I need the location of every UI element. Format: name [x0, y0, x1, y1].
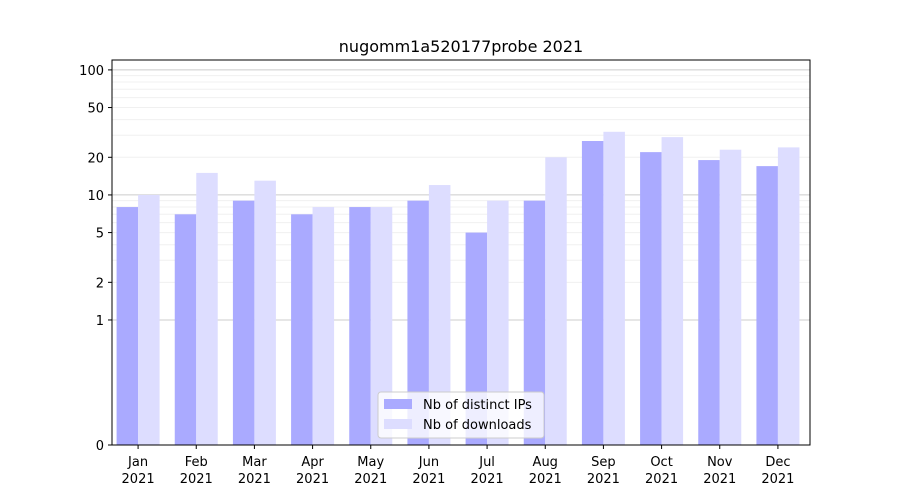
- x-tick-label-month: Aug: [533, 455, 558, 470]
- x-tick-label-year: 2021: [471, 472, 504, 487]
- bar: [312, 207, 335, 445]
- bar: [777, 147, 800, 446]
- legend-swatch: [384, 419, 412, 429]
- legend-label: Nb of distinct IPs: [423, 398, 532, 413]
- grid-layer: [112, 69, 810, 321]
- y-tick-label: 20: [87, 151, 104, 166]
- x-tick-label-year: 2021: [761, 472, 794, 487]
- plot-frame: [111, 59, 811, 446]
- x-tick-label-year: 2021: [529, 472, 562, 487]
- x-tick-label-month: May: [357, 455, 384, 470]
- x-tick-label-year: 2021: [122, 472, 155, 487]
- x-tick-label-year: 2021: [412, 472, 445, 487]
- x-tick-label-month: Feb: [185, 455, 208, 470]
- y-tick-label: 10: [87, 189, 104, 204]
- x-tick-label-month: Nov: [707, 455, 733, 470]
- bar: [254, 180, 276, 445]
- legend-box: [377, 391, 545, 439]
- x-tick-label-month: Jul: [478, 455, 495, 470]
- x-tick-label-year: 2021: [180, 472, 213, 487]
- x-tick-label-year: 2021: [587, 472, 620, 487]
- x-tick-label-month: Sep: [591, 455, 616, 470]
- bar: [138, 194, 160, 445]
- y-axis: 0 1 2 5 10 20 50 100: [79, 64, 112, 454]
- x-tick-label-month: Apr: [301, 455, 324, 470]
- bar: [116, 207, 139, 445]
- bar: [581, 140, 604, 445]
- legend: Nb of distinct IPs Nb of downloads: [377, 391, 545, 439]
- bar: [428, 185, 451, 445]
- x-tick-label-month: Jun: [418, 455, 439, 470]
- x-tick-label-month: Oct: [650, 455, 672, 470]
- bar: [603, 131, 625, 445]
- legend-swatch: [384, 399, 412, 409]
- y-tick-label: 50: [87, 102, 104, 117]
- x-tick-label-month: Jan: [127, 455, 148, 470]
- x-tick-label-year: 2021: [703, 472, 736, 487]
- bar: [756, 166, 778, 445]
- x-tick-label-month: Dec: [765, 455, 790, 470]
- bar: [196, 172, 218, 445]
- bar: [291, 214, 313, 445]
- bar: [698, 160, 720, 445]
- bars-layer: [116, 131, 800, 446]
- y-tick-label: 0: [96, 439, 104, 454]
- x-tick-label-year: 2021: [296, 472, 329, 487]
- bar: [661, 137, 684, 445]
- bar: [523, 200, 546, 445]
- x-tick-label-year: 2021: [645, 472, 678, 487]
- chart-title: nugomm1a520177probe 2021: [339, 37, 583, 56]
- bar: [545, 157, 567, 445]
- legend-label: Nb of downloads: [423, 418, 532, 433]
- bar: [640, 152, 662, 445]
- y-tick-label: 2: [96, 276, 104, 291]
- bar: [487, 200, 509, 445]
- bar: [719, 149, 742, 446]
- y-tick-label: 100: [79, 64, 104, 79]
- bar: [370, 207, 393, 445]
- bar: [349, 207, 371, 445]
- x-tick-label-year: 2021: [354, 472, 387, 487]
- y-tick-label: 5: [96, 227, 104, 242]
- x-tick-label-month: Mar: [242, 455, 267, 470]
- bar: [174, 214, 197, 445]
- x-tick-label-year: 2021: [238, 472, 271, 487]
- bar: [407, 200, 429, 445]
- x-axis: Jan 2021 Feb 2021 Mar 2021 Apr 2021 May 2021 Jun 20…: [122, 445, 794, 487]
- bar: [232, 200, 255, 445]
- y-tick-label: 1: [96, 314, 104, 329]
